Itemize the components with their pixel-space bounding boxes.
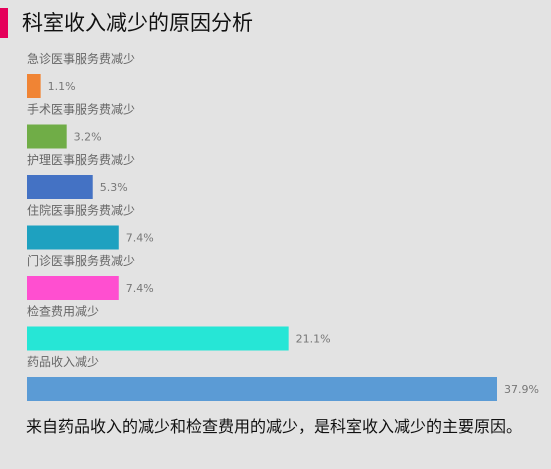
summary-text: 来自药品收入的减少和检查费用的减少，是科室收入减少的主要原因。 xyxy=(26,417,523,436)
bar xyxy=(27,74,41,98)
category-label: 住院医事服务费减少 xyxy=(27,203,135,218)
value-label: 5.3% xyxy=(100,181,128,194)
bar xyxy=(27,225,119,250)
value-label: 7.4% xyxy=(126,282,154,295)
category-label: 护理医事服务费减少 xyxy=(27,152,135,167)
value-label: 7.4% xyxy=(126,232,154,245)
value-label: 37.9% xyxy=(504,383,539,396)
bar xyxy=(27,276,119,300)
bar xyxy=(27,124,67,149)
category-label: 手术医事服务费减少 xyxy=(27,102,135,117)
title-accent-bar xyxy=(0,8,8,38)
category-label: 门诊医事服务费减少 xyxy=(27,253,135,268)
bar xyxy=(27,175,93,199)
value-label: 3.2% xyxy=(74,131,102,144)
bar xyxy=(27,377,497,401)
chart-title: 科室收入减少的原因分析 xyxy=(22,11,253,35)
category-label: 检查费用减少 xyxy=(27,304,99,319)
category-label: 急诊医事服务费减少 xyxy=(27,51,135,66)
value-label: 1.1% xyxy=(48,80,76,93)
value-label: 21.1% xyxy=(296,333,331,346)
bar xyxy=(27,326,289,351)
category-label: 药品收入减少 xyxy=(27,355,99,369)
